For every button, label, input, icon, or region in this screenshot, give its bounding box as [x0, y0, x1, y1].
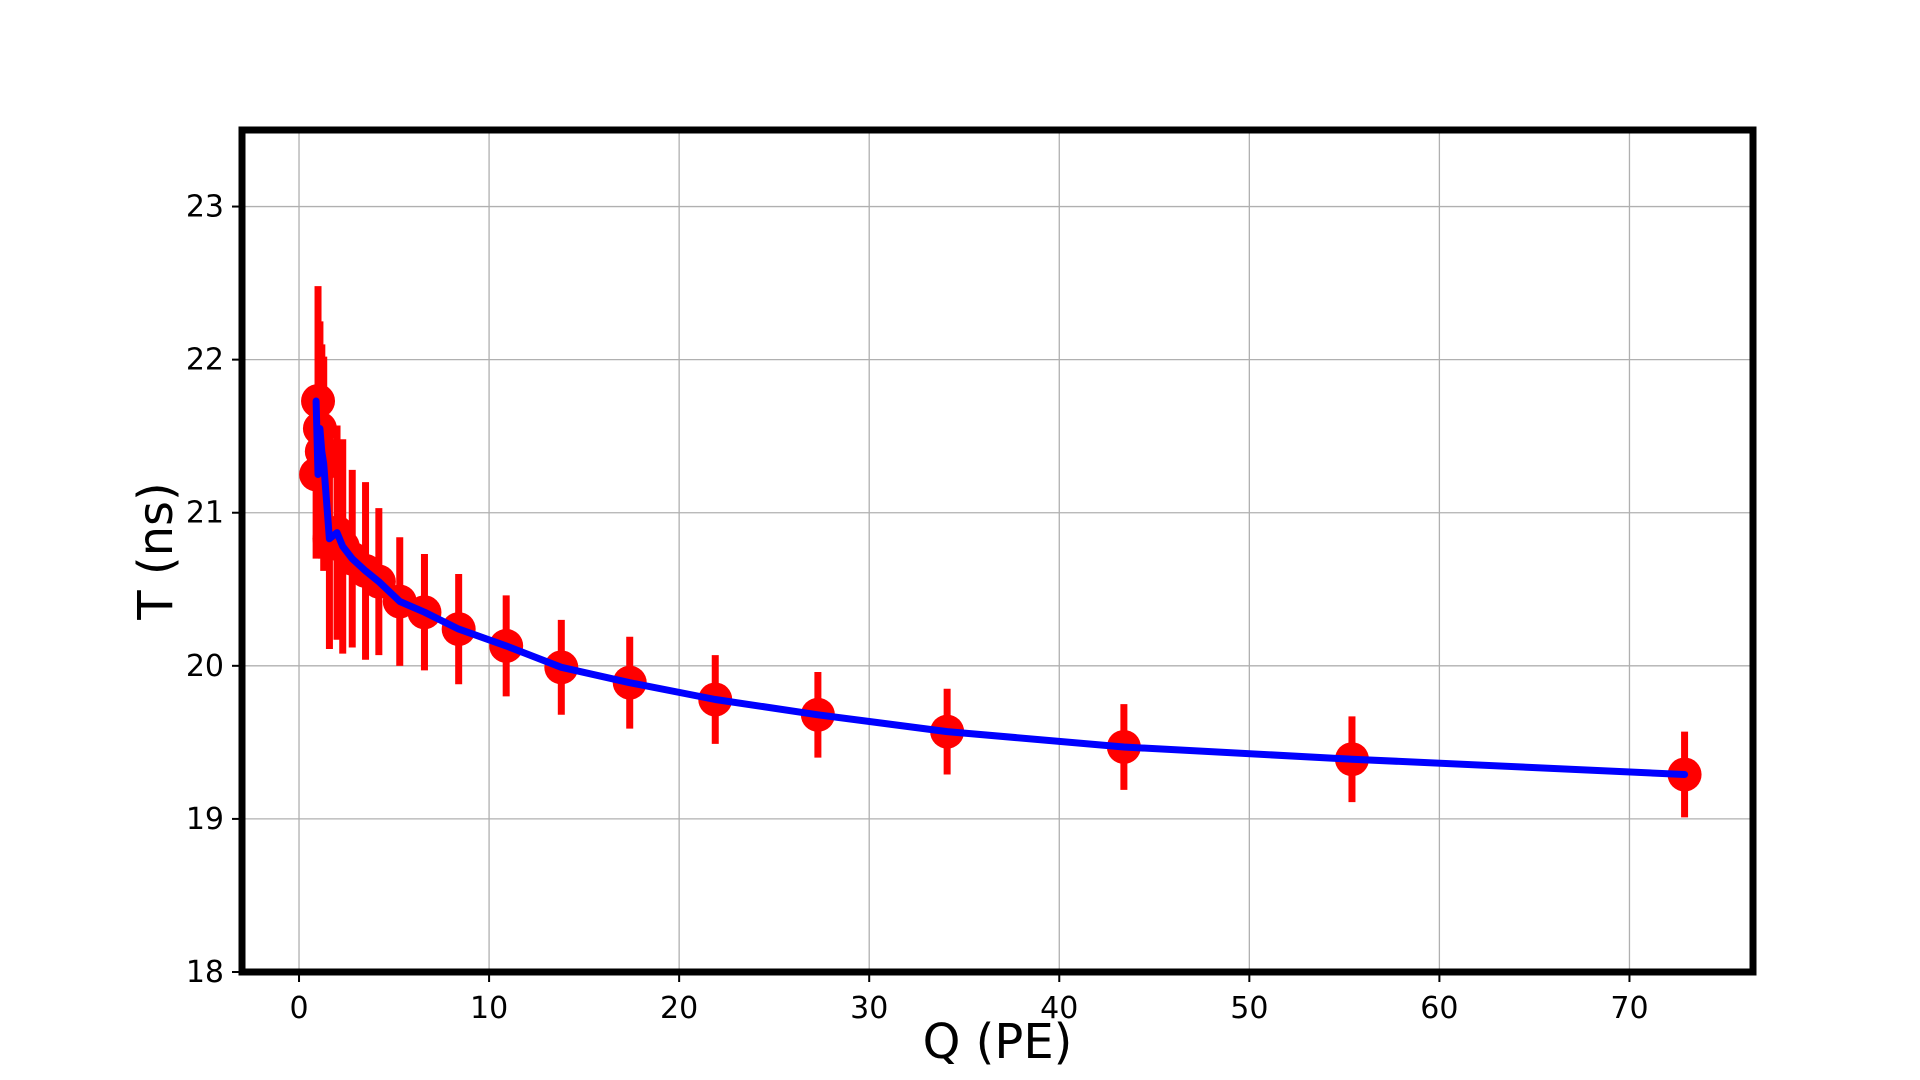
x-tick-label: 70 — [1610, 991, 1648, 1026]
y-tick-label: 20 — [186, 649, 224, 684]
y-axis-title: T (ns) — [128, 482, 184, 620]
fit-line-group — [312, 397, 1689, 778]
x-tick-label: 60 — [1420, 991, 1458, 1026]
y-tick-label: 23 — [186, 190, 224, 225]
y-tick-label: 19 — [186, 802, 224, 837]
x-tick-label: 0 — [289, 991, 308, 1026]
x-axis-title: Q (PE) — [923, 1014, 1073, 1070]
x-tick-label: 30 — [850, 991, 888, 1026]
fit-line — [312, 397, 1689, 778]
grid — [242, 130, 1753, 973]
y-axis-ticks: 18 19 20 21 22 23 — [186, 190, 242, 990]
x-tick-label: 50 — [1230, 991, 1268, 1026]
x-axis-ticks: 0 10 20 30 40 50 60 70 — [289, 972, 1649, 1026]
y-tick-label: 21 — [186, 496, 224, 531]
x-tick-label: 40 — [1040, 991, 1078, 1026]
x-tick-label: 20 — [660, 991, 698, 1026]
y-tick-label: 22 — [186, 343, 224, 378]
y-tick-label: 18 — [186, 955, 224, 990]
x-tick-label: 10 — [470, 991, 508, 1026]
plot-frame — [238, 126, 1757, 976]
